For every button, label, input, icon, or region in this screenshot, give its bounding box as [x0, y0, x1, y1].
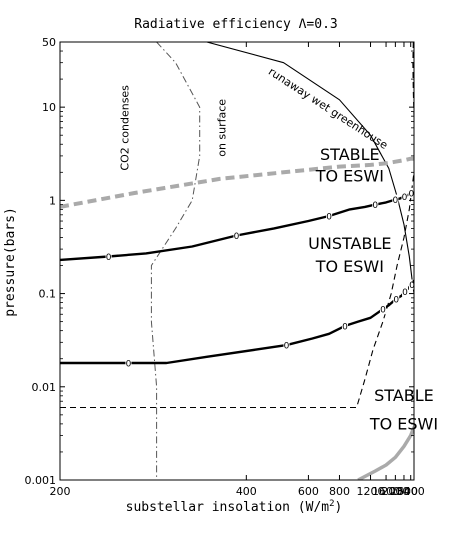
contour-label-bg-contour-1-4	[392, 194, 399, 205]
y-tick-label-0.1: 0.1	[39, 288, 57, 301]
series-line-upper-esw	[60, 156, 414, 209]
contour-label-bg-contour-1-3	[372, 199, 379, 210]
annotation-8: TO ESWI	[369, 414, 438, 433]
contour-label-contour-1-6: 0	[408, 189, 414, 199]
annotation-7: STABLE	[374, 386, 434, 405]
contour-label-bg-contour-1-5	[401, 191, 408, 202]
annotation-2: on surface	[216, 99, 229, 157]
contour-label-bg-contour-1-2	[326, 210, 333, 221]
contour-label-contour-2-2: 0	[342, 322, 348, 332]
series-line-stable-lower	[357, 426, 414, 480]
annotation-3: STABLE	[320, 145, 380, 164]
contour-label-bg-contour-1-1	[233, 230, 240, 241]
x-axis-label-close: )	[335, 500, 343, 515]
annotation-1: CO2 condenses	[118, 85, 131, 171]
x-axis-label-exponent: 2	[329, 499, 334, 509]
series-line-runaway	[206, 42, 414, 294]
contour-label-contour-2-5: 0	[402, 288, 408, 298]
series-line-contour-2	[60, 282, 414, 365]
y-tick-label-0.01: 0.01	[32, 381, 57, 394]
y-tick-label-50: 50	[42, 36, 56, 49]
y-axis-label: pressure(bars)	[3, 207, 18, 317]
x-tick-label-800: 800	[329, 485, 350, 498]
annotation-6: TO ESWI	[315, 257, 384, 276]
contour-label-bg-contour-2-4	[393, 293, 400, 304]
x-tick-label-600: 600	[298, 485, 319, 498]
contour-label-contour-1-1: 0	[234, 232, 240, 242]
contour-label-contour-1-3: 0	[372, 201, 378, 211]
x-tick-label-1600: 1600	[372, 485, 400, 498]
contour-label-bg-contour-2-3	[379, 304, 386, 315]
x-tick-label-2600: 2600	[390, 485, 418, 498]
x-tick-label-1200: 1200	[357, 485, 385, 498]
contour-label-contour-1-2: 0	[326, 212, 332, 222]
contour-label-contour-2-0: 0	[126, 359, 132, 369]
contour-label-contour-1-4: 0	[393, 196, 399, 206]
contour-label-bg-contour-2-5	[402, 286, 409, 297]
x-tick-label-2000: 2000	[381, 485, 409, 498]
y-tick-label-0.001: 0.001	[25, 474, 57, 487]
contour-label-bg-contour-1-0	[105, 251, 112, 262]
contour-label-bg-contour-2-1	[283, 340, 290, 351]
contour-label-bg-contour-2-2	[341, 320, 348, 331]
y-tick-label-1: 1	[49, 194, 56, 207]
contour-label-bg-contour-2-6	[408, 279, 414, 290]
x-axis-label: substellar insolation (W/m2)	[126, 499, 343, 515]
x-tick-label-200: 200	[50, 485, 71, 498]
annotation-0: runaway wet greenhouse	[266, 65, 390, 152]
x-tick-label-400: 400	[236, 485, 257, 498]
contour-label-contour-1-0: 0	[106, 253, 112, 263]
contour-label-bg-contour-1-6	[408, 187, 414, 198]
series-line-co2-condenses	[150, 42, 201, 480]
plot-frame	[59, 41, 415, 481]
contour-label-contour-2-4: 0	[393, 295, 399, 305]
contour-label-contour-1-5: 0	[402, 193, 408, 203]
contour-label-contour-2-3: 0	[380, 306, 386, 316]
contour-label-contour-2-1: 0	[284, 342, 290, 352]
contour-label-contour-2-6: 0	[409, 281, 415, 291]
chart-title: Radiative efficiency Λ=0.3	[134, 17, 338, 32]
x-tick-label-3400: 3400	[397, 485, 425, 498]
annotation-5: UNSTABLE	[308, 234, 391, 253]
x-axis-label-main: substellar insolation (W/m	[126, 500, 330, 515]
annotation-4: TO ESWI	[315, 166, 384, 185]
y-tick-label-10: 10	[42, 101, 56, 114]
contour-label-bg-contour-2-0	[125, 357, 132, 368]
